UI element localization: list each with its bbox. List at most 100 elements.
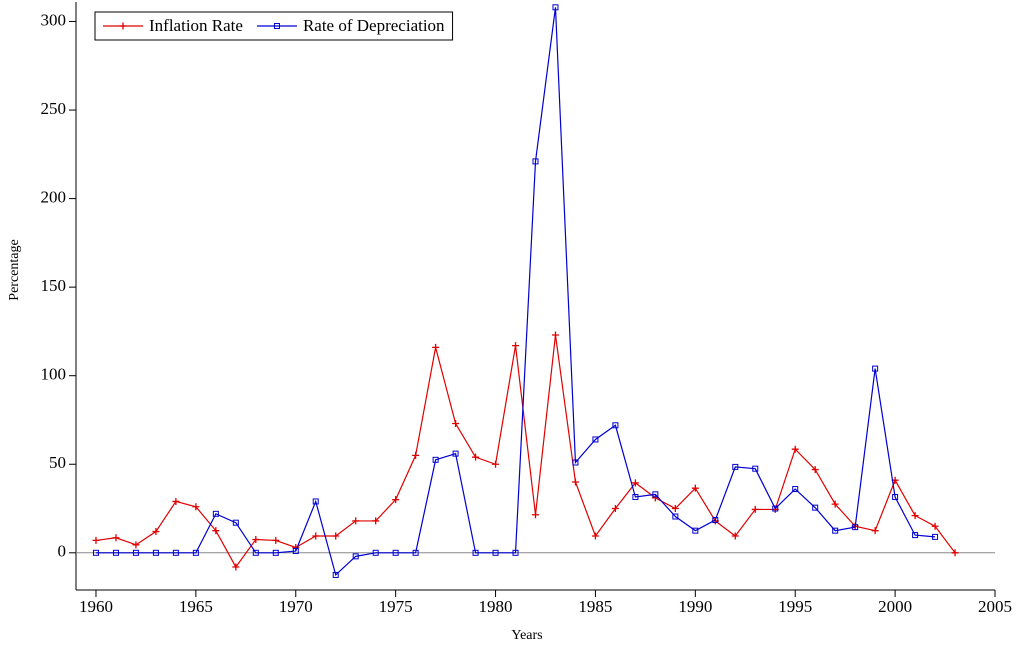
point xyxy=(272,536,280,544)
point xyxy=(352,553,359,560)
point xyxy=(272,549,279,556)
point xyxy=(672,513,679,520)
point xyxy=(152,528,160,536)
point xyxy=(572,459,579,466)
point xyxy=(791,445,799,453)
point xyxy=(492,460,500,468)
point xyxy=(652,491,659,498)
point xyxy=(732,463,739,470)
point xyxy=(811,466,819,474)
legend-label: Inflation Rate xyxy=(149,16,243,35)
point xyxy=(232,519,239,526)
point xyxy=(792,486,799,493)
point xyxy=(172,497,180,505)
point xyxy=(651,494,659,502)
x-tick-label: 1980 xyxy=(479,597,513,616)
point xyxy=(412,451,420,459)
point xyxy=(472,549,479,556)
y-axis-label: Percentage xyxy=(7,239,22,300)
point xyxy=(432,343,440,351)
y-tick-label: 250 xyxy=(41,99,67,118)
point xyxy=(312,498,319,505)
point xyxy=(392,496,400,504)
point xyxy=(512,342,520,350)
x-tick-label: 1990 xyxy=(678,597,712,616)
point xyxy=(332,571,339,578)
point xyxy=(192,503,200,511)
point xyxy=(831,500,839,508)
point xyxy=(912,532,919,539)
point xyxy=(632,494,639,501)
point xyxy=(112,534,120,542)
point xyxy=(512,549,519,556)
point xyxy=(432,456,439,463)
point xyxy=(172,549,179,556)
point xyxy=(332,532,340,540)
point xyxy=(92,536,100,544)
x-tick-label: 1960 xyxy=(79,597,113,616)
y-tick-label: 200 xyxy=(41,187,67,206)
series-line xyxy=(95,7,936,577)
legend: Inflation Rate Rate of Depreciation xyxy=(94,11,454,41)
point xyxy=(392,549,399,556)
series-line xyxy=(95,334,956,569)
point xyxy=(911,512,919,520)
x-tick-label: 1985 xyxy=(578,597,612,616)
point xyxy=(772,505,779,512)
x-tick-label: 2005 xyxy=(978,597,1012,616)
point xyxy=(552,4,559,11)
point xyxy=(571,478,579,486)
y-tick-label: 100 xyxy=(41,365,67,384)
point xyxy=(551,331,559,339)
point xyxy=(352,517,360,525)
point xyxy=(192,549,199,556)
x-tick-label: 2000 xyxy=(878,597,912,616)
point xyxy=(731,532,739,540)
point xyxy=(671,505,679,513)
point xyxy=(871,527,879,535)
point xyxy=(212,527,220,535)
point xyxy=(292,548,299,555)
point xyxy=(812,504,819,511)
y-tick-label: 0 xyxy=(58,542,67,561)
point xyxy=(452,450,459,457)
point xyxy=(692,527,699,534)
legend-marker xyxy=(119,22,127,30)
point xyxy=(951,549,959,557)
point xyxy=(252,536,260,544)
point xyxy=(452,420,460,428)
point xyxy=(751,505,759,513)
point xyxy=(412,549,419,556)
point xyxy=(612,422,619,429)
point xyxy=(472,453,480,461)
point xyxy=(372,549,379,556)
point xyxy=(492,549,499,556)
point xyxy=(712,517,719,524)
point xyxy=(631,479,639,487)
point xyxy=(611,505,619,513)
x-tick-label: 1965 xyxy=(179,597,213,616)
point xyxy=(232,563,240,571)
x-tick-label: 1975 xyxy=(379,597,413,616)
point xyxy=(931,522,939,530)
point xyxy=(832,527,839,534)
y-tick-label: 50 xyxy=(49,453,66,472)
point xyxy=(532,511,539,519)
point xyxy=(92,549,99,556)
point xyxy=(591,532,599,540)
point xyxy=(132,541,140,549)
point xyxy=(312,532,320,540)
point xyxy=(372,517,380,525)
point xyxy=(132,549,139,556)
point xyxy=(691,484,699,492)
point xyxy=(872,365,879,372)
point xyxy=(152,549,159,556)
point xyxy=(752,465,759,472)
x-axis-label: Years xyxy=(511,628,542,643)
y-tick-label: 150 xyxy=(41,276,67,295)
x-tick-label: 1970 xyxy=(279,597,313,616)
point xyxy=(212,510,219,517)
point xyxy=(852,524,859,531)
